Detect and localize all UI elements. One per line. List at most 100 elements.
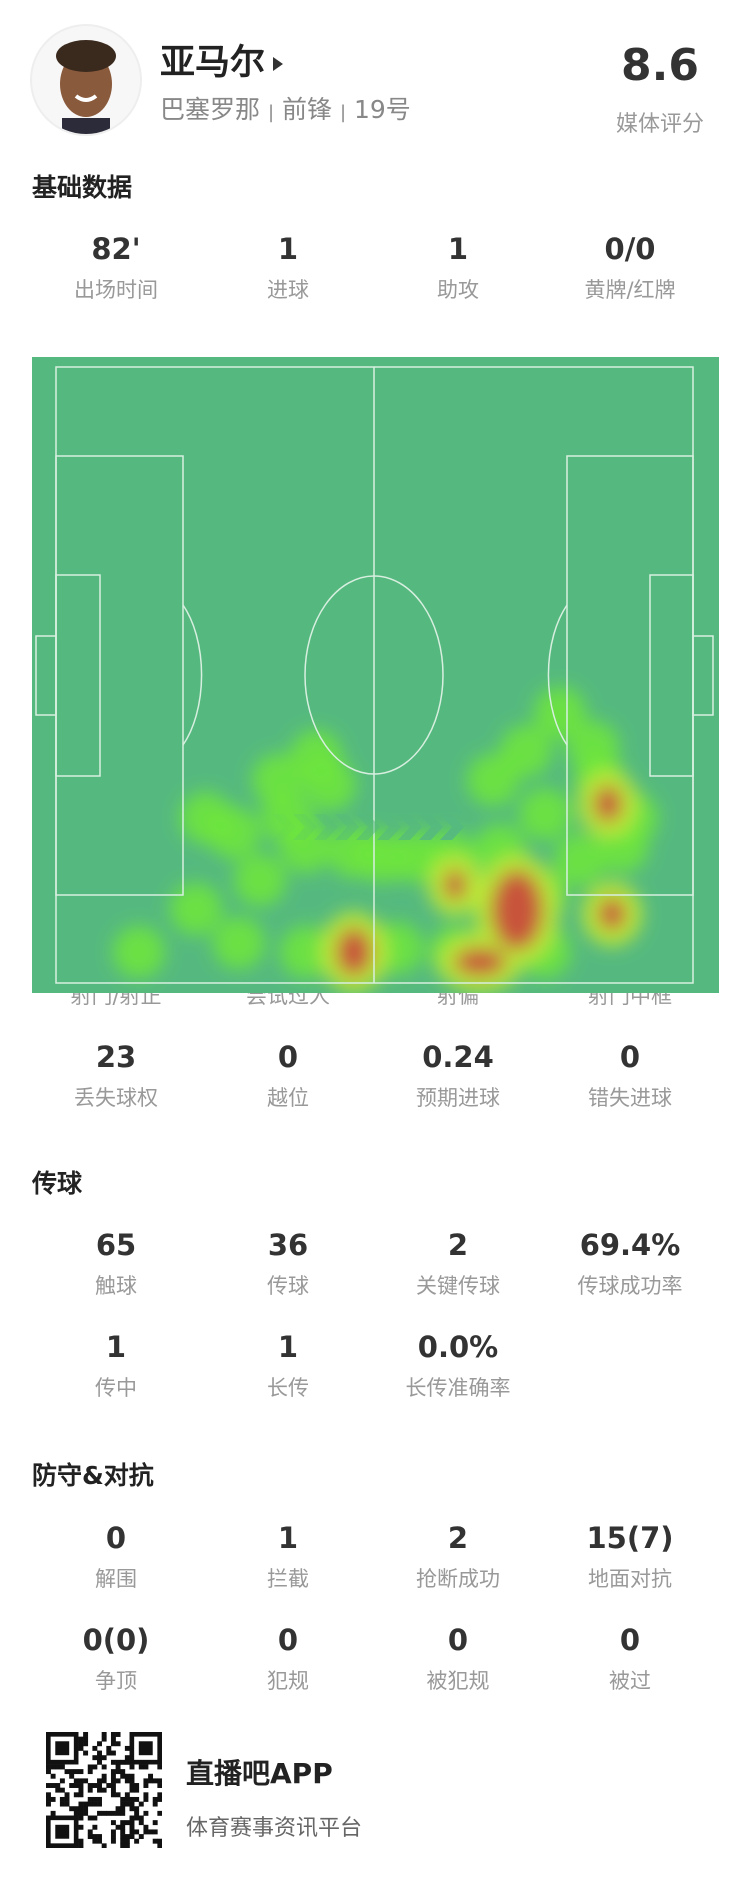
stat-label: 助攻 bbox=[437, 278, 479, 302]
chevron-right-icon bbox=[440, 814, 464, 840]
heat-hotspot bbox=[491, 870, 543, 950]
stat-label: 传球 bbox=[267, 1274, 309, 1298]
heat-hotspot bbox=[444, 870, 466, 900]
stat-label: 关键传球 bbox=[416, 1274, 500, 1298]
stat-label: 传中 bbox=[95, 1376, 137, 1400]
heat-spot bbox=[467, 754, 519, 806]
stat-value: 69.4% bbox=[579, 1228, 681, 1262]
stat-item: 2 关键传球 bbox=[372, 1228, 544, 1300]
stat-label: 黄牌/红牌 bbox=[584, 278, 676, 302]
heat-spot bbox=[554, 834, 606, 886]
stat-item: 1 进球 bbox=[202, 232, 374, 304]
stat-value: 0 bbox=[619, 1040, 641, 1074]
stat-value: 0 bbox=[277, 1623, 299, 1657]
player-name-link[interactable]: 亚马尔 bbox=[160, 34, 284, 85]
chevron-right-icon bbox=[398, 814, 422, 840]
stat-item: 0 被过 bbox=[544, 1623, 716, 1695]
heat-spot bbox=[213, 917, 265, 969]
stat-item: 0 解围 bbox=[30, 1521, 202, 1593]
stat-value: 0 bbox=[447, 1623, 469, 1657]
heat-spot bbox=[208, 807, 260, 859]
position: 前锋 bbox=[282, 95, 333, 124]
player-name: 亚马尔 bbox=[160, 43, 266, 83]
section-title: 传球 bbox=[32, 1169, 83, 1198]
chevron-right-icon bbox=[377, 814, 401, 840]
stat-value: 1 bbox=[447, 232, 469, 266]
stat-item: 65 触球 bbox=[30, 1228, 202, 1300]
stat-item: 1 拦截 bbox=[202, 1521, 374, 1593]
stat-item: 0 被犯规 bbox=[372, 1623, 544, 1695]
pitch-lines bbox=[35, 366, 714, 984]
stat-label: 进球 bbox=[267, 278, 309, 302]
stat-value: 0 bbox=[277, 1040, 299, 1074]
attack-direction-arrows bbox=[272, 810, 482, 848]
stat-value: 1 bbox=[277, 232, 299, 266]
stat-label: 长传 bbox=[267, 1376, 309, 1400]
stat-item: 69.4% 传球成功率 bbox=[544, 1228, 716, 1300]
heatmap-pitch bbox=[32, 357, 719, 993]
stat-item: 23 丢失球权 bbox=[30, 1040, 202, 1112]
heat-spot bbox=[113, 926, 165, 978]
stat-item: 36 传球 bbox=[202, 1228, 374, 1300]
stat-value: 0 bbox=[105, 1521, 127, 1555]
stat-item: 15(7) 地面对抗 bbox=[544, 1521, 716, 1593]
stat-value: 15(7) bbox=[586, 1521, 674, 1555]
stat-value: 65 bbox=[95, 1228, 137, 1262]
heat-spot bbox=[170, 883, 222, 935]
separator: | bbox=[339, 102, 347, 123]
stat-item: 1 长传 bbox=[202, 1330, 374, 1402]
media-rating: 8.6 bbox=[621, 40, 699, 91]
section-title: 防守&对抗 bbox=[32, 1461, 154, 1490]
separator: | bbox=[267, 102, 275, 123]
stat-value: 2 bbox=[447, 1521, 469, 1555]
stat-item: 0.0% 长传准确率 bbox=[372, 1330, 544, 1402]
player-avatar[interactable] bbox=[30, 24, 142, 136]
stat-value: 2 bbox=[447, 1228, 469, 1262]
heat-spot bbox=[519, 788, 571, 840]
stat-label: 地面对抗 bbox=[588, 1567, 672, 1591]
stat-value: 1 bbox=[277, 1330, 299, 1364]
stat-label: 抢断成功 bbox=[416, 1567, 500, 1591]
stat-item: 0 犯规 bbox=[202, 1623, 374, 1695]
heat-hotspot bbox=[336, 928, 372, 976]
heat-spot bbox=[280, 926, 332, 978]
stat-item: 0.24 预期进球 bbox=[372, 1040, 544, 1112]
stat-item: 2 抢断成功 bbox=[372, 1521, 544, 1593]
stat-value: 0.0% bbox=[417, 1330, 499, 1364]
stat-label: 犯规 bbox=[267, 1669, 309, 1693]
stat-value: 0 bbox=[619, 1623, 641, 1657]
stat-value: 1 bbox=[105, 1330, 127, 1364]
heat-spot bbox=[534, 687, 586, 739]
stat-value: 82' bbox=[91, 232, 141, 266]
chevron-right-icon bbox=[293, 814, 317, 840]
heat-hotspot bbox=[598, 898, 626, 930]
stat-label: 预期进球 bbox=[416, 1086, 500, 1110]
heat-spot bbox=[280, 821, 332, 873]
heat-hotspot bbox=[454, 948, 506, 976]
stat-label: 传球成功率 bbox=[577, 1274, 683, 1298]
brand-name: 直播吧APP bbox=[186, 1757, 333, 1790]
stat-value: 23 bbox=[95, 1040, 137, 1074]
stat-label: 触球 bbox=[95, 1274, 137, 1298]
qr-code bbox=[46, 1732, 163, 1849]
stat-value: 36 bbox=[267, 1228, 309, 1262]
shirt-number: 19号 bbox=[354, 95, 411, 124]
stat-label: 被犯规 bbox=[426, 1669, 490, 1693]
stat-label: 长传准确率 bbox=[405, 1376, 511, 1400]
stat-value: 0.24 bbox=[422, 1040, 494, 1074]
media-rating-label: 媒体评分 bbox=[615, 112, 704, 137]
heat-spot bbox=[234, 854, 286, 906]
chevron-right-icon bbox=[356, 814, 380, 840]
stat-label: 被过 bbox=[609, 1669, 651, 1693]
team-name: 巴塞罗那 bbox=[160, 95, 261, 124]
chevron-right-icon bbox=[419, 814, 443, 840]
stat-item: 0 越位 bbox=[202, 1040, 374, 1112]
stat-item: 1 传中 bbox=[30, 1330, 202, 1402]
stat-item: 0/0 黄牌/红牌 bbox=[544, 232, 716, 304]
stat-item: 1 助攻 bbox=[372, 232, 544, 304]
stat-value: 0/0 bbox=[604, 232, 656, 266]
chevron-right-icon bbox=[335, 814, 359, 840]
stat-label: 拦截 bbox=[267, 1567, 309, 1591]
stat-label: 丢失球权 bbox=[74, 1086, 158, 1110]
stat-value: 1 bbox=[277, 1521, 299, 1555]
